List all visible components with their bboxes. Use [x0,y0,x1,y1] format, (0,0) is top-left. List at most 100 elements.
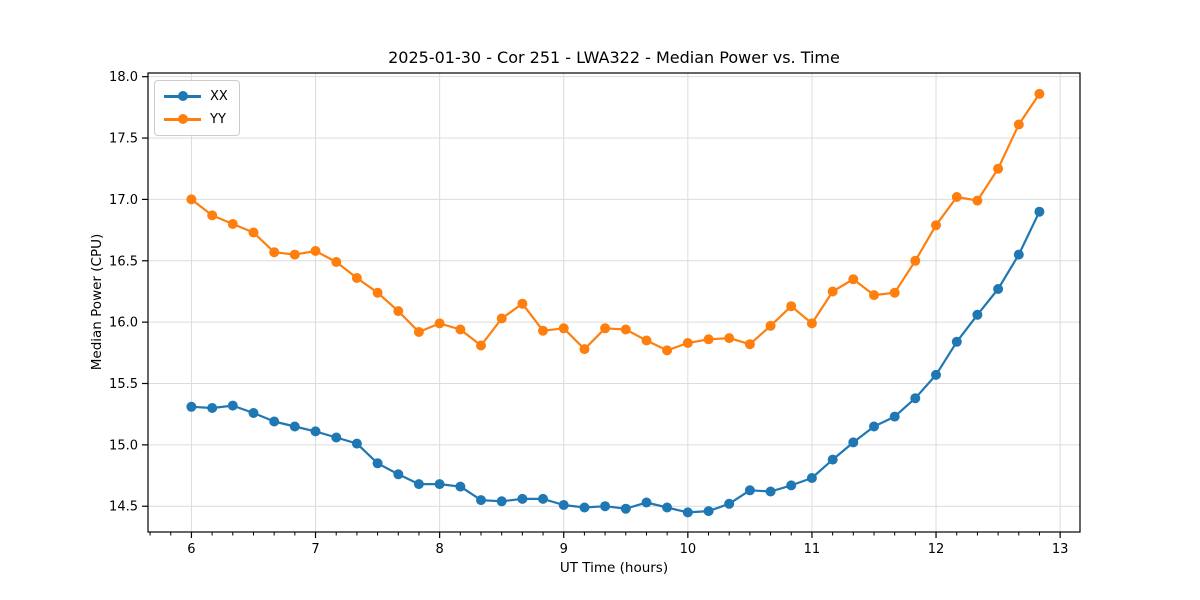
series-marker-yy [1034,88,1045,99]
series-marker-xx [848,437,859,448]
y-tick-label: 18.0 [109,70,138,85]
x-tick-label: 13 [1052,542,1069,557]
series-marker-xx [372,458,383,469]
series-marker-xx [538,493,548,504]
series-marker-xx [993,284,1004,294]
series-marker-yy [972,195,983,206]
legend-item-yy: YY [164,111,228,128]
series-marker-xx [662,502,673,513]
series-marker-yy [765,320,776,331]
series-marker-xx [682,507,693,518]
x-axis-label: UT Time (hours) [559,560,669,576]
series-marker-xx [910,393,921,404]
series-marker-yy [372,287,383,298]
legend: XX YY [154,80,240,136]
series-marker-xx [1013,249,1024,260]
series-marker-yy [227,219,238,229]
series-marker-xx [186,401,197,412]
axes-spines [147,72,1081,533]
x-tick-label: 11 [804,542,821,557]
series-marker-xx [579,502,590,513]
x-tick-label: 9 [560,542,568,557]
series-marker-xx [1034,206,1045,217]
series-marker-xx [434,479,445,490]
series-marker-yy [476,340,486,351]
y-tick-label: 17.5 [109,132,138,147]
series-marker-xx [413,479,424,490]
y-tick-label: 16.5 [109,254,138,269]
series-marker-xx [620,503,631,514]
x-tick-label: 7 [311,542,319,557]
series-marker-yy [248,227,259,238]
yy-marker-icon [177,114,188,125]
series-marker-yy [1013,119,1024,130]
series-marker-yy [889,287,900,298]
y-tick-label: 17.0 [109,193,138,208]
series-marker-yy [434,318,445,329]
series-marker-xx [951,336,962,347]
series-marker-xx [869,421,879,432]
series-marker-xx [558,500,569,510]
series-marker-xx [972,309,983,320]
series-marker-yy [662,345,673,356]
series-marker-yy [869,290,879,301]
series-marker-yy [806,318,817,329]
series-marker-xx [248,408,259,418]
legend-label-xx: XX [210,89,228,104]
series-marker-yy [848,274,859,285]
series-marker-yy [600,323,611,334]
series-marker-xx [455,481,466,492]
series-marker-xx [744,485,755,496]
series-marker-xx [600,501,611,512]
series-marker-xx [724,498,735,509]
yy-line-sample-icon [164,114,201,125]
y-tick-label: 14.5 [109,500,138,515]
series-marker-xx [889,411,900,422]
series-marker-yy [827,286,838,297]
series-marker-yy [558,323,569,334]
series-marker-yy [351,273,362,283]
series-marker-yy [455,324,466,335]
series-marker-xx [310,426,321,437]
series-marker-xx [765,486,776,497]
series-marker-xx [931,369,941,380]
series-marker-xx [351,438,362,449]
series-marker-yy [289,249,300,260]
series-marker-yy [744,339,755,350]
series-marker-xx [331,432,342,443]
series-marker-xx [393,469,404,480]
y-tick-label: 15.5 [109,377,138,392]
series-line-xx [190,210,1041,514]
series-marker-yy [910,255,921,266]
series-marker-yy [393,306,404,317]
x-tick-label: 6 [187,542,195,557]
series-marker-xx [703,506,714,517]
x-tick-label: 8 [435,542,443,557]
series-marker-yy [496,313,507,324]
series-marker-yy [579,344,590,355]
legend-label-yy: YY [210,112,226,127]
series-marker-xx [496,496,507,507]
series-marker-yy [269,247,280,258]
series-marker-xx [227,400,238,411]
series-marker-yy [207,210,218,221]
series-marker-yy [310,246,321,256]
series-marker-yy [517,298,528,309]
x-tick-label: 10 [680,542,697,557]
series-marker-yy [186,194,197,205]
series-line-yy [190,92,1041,352]
x-tick-label: 12 [928,542,945,557]
series-marker-xx [786,480,797,491]
y-axis-label-text: Median Power (CPU) [89,233,105,371]
series-marker-yy [951,192,962,202]
xx-line-sample-icon [164,91,201,102]
y-tick-label: 16.0 [109,316,138,331]
series-marker-xx [289,421,300,432]
series-marker-xx [207,403,218,413]
series-marker-yy [620,324,631,335]
series-marker-yy [786,301,797,312]
series-marker-xx [641,497,652,508]
series-marker-xx [827,454,838,465]
series-marker-xx [476,495,486,506]
